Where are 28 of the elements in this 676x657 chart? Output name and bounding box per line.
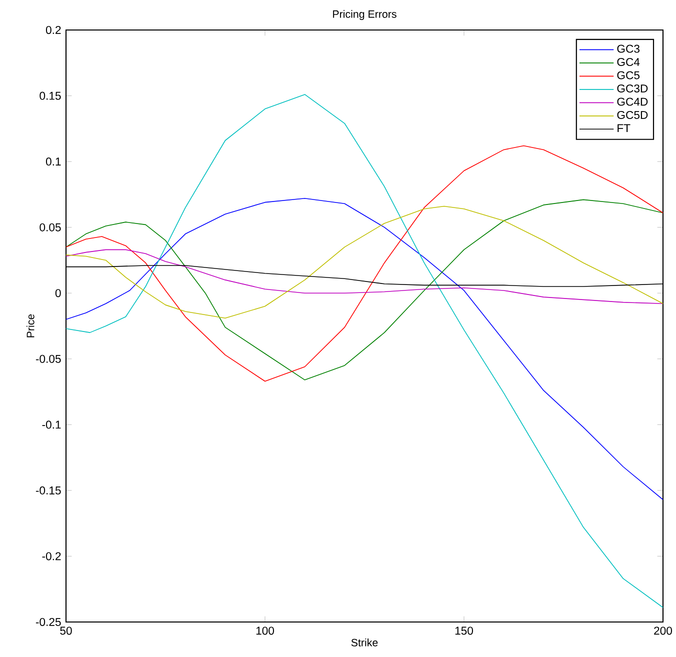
x-tick-label: 150 <box>455 626 473 635</box>
y-tick-label: 0.1 <box>46 158 61 166</box>
legend-label: FT <box>618 124 630 132</box>
y-axis-title: Price <box>26 314 34 338</box>
y-tick-label: 0.05 <box>40 223 61 232</box>
y-tick-label: -0.25 <box>36 618 61 626</box>
legend-label: GC4D <box>617 98 648 106</box>
x-tick-label: 50 <box>60 626 72 635</box>
legend-label: GC4 <box>617 58 640 66</box>
line-series <box>66 198 663 500</box>
y-tick-label: -0.05 <box>36 354 61 363</box>
x-tick-label: 200 <box>654 626 672 635</box>
y-tick-label: 0.2 <box>46 26 61 34</box>
legend-label: GC3 <box>617 44 640 53</box>
chart-title: Pricing Errors <box>333 10 396 20</box>
y-tick-label: -0.2 <box>42 552 61 560</box>
line-series <box>66 145 663 382</box>
y-tick-label: 0 <box>55 289 61 298</box>
legend-label: GC5D <box>617 110 648 119</box>
y-tick-label: -0.1 <box>42 420 61 429</box>
y-tick-label: -0.15 <box>36 486 61 494</box>
x-tick-label: 100 <box>256 626 274 635</box>
line-series <box>66 206 663 318</box>
y-tick-label: 0.15 <box>40 92 61 100</box>
line-series <box>66 199 663 380</box>
x-axis-title: Strike <box>351 638 378 646</box>
legend-label: GC3D <box>617 84 648 92</box>
legend-label: GC5 <box>617 71 640 80</box>
